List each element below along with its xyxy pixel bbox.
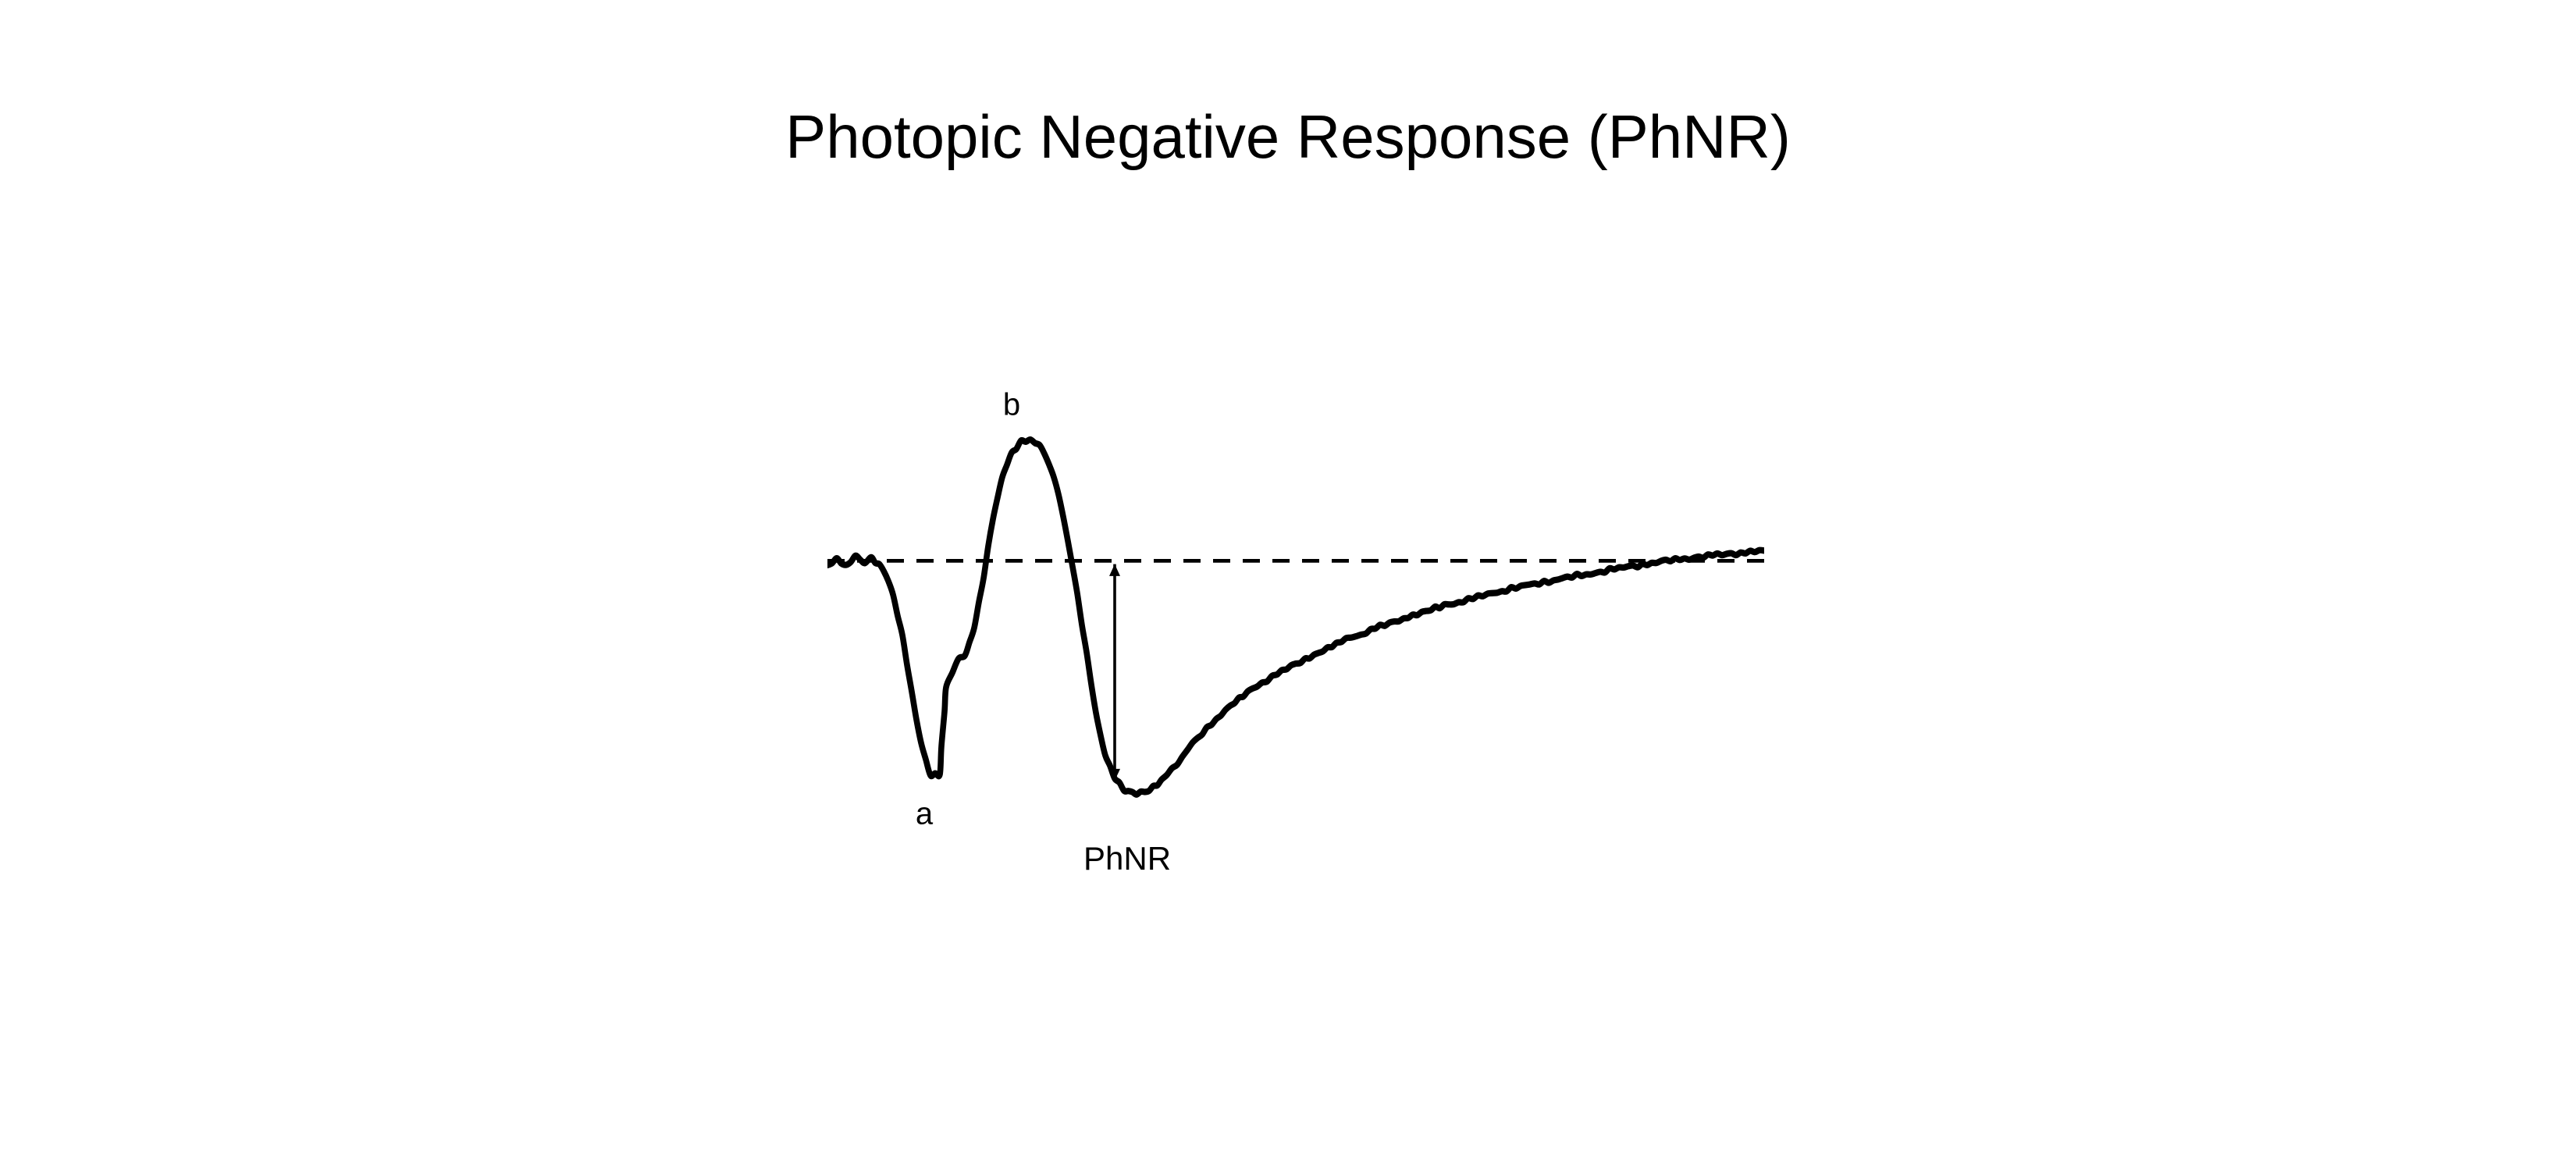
figure-title: Photopic Negative Response (PhNR): [0, 101, 2576, 173]
erg-trace: [827, 440, 1764, 795]
phnr-amplitude-arrow: [1109, 564, 1120, 781]
label-phnr: PhNR: [1083, 840, 1171, 877]
label-b-wave: b: [1003, 388, 1020, 423]
waveform-chart: a b PhNR: [827, 425, 1764, 831]
arrow-head-top: [1109, 564, 1120, 576]
waveform-svg: [827, 425, 1764, 831]
figure-container: Photopic Negative Response (PhNR) a b Ph…: [0, 0, 2576, 1171]
label-a-wave: a: [916, 797, 933, 832]
